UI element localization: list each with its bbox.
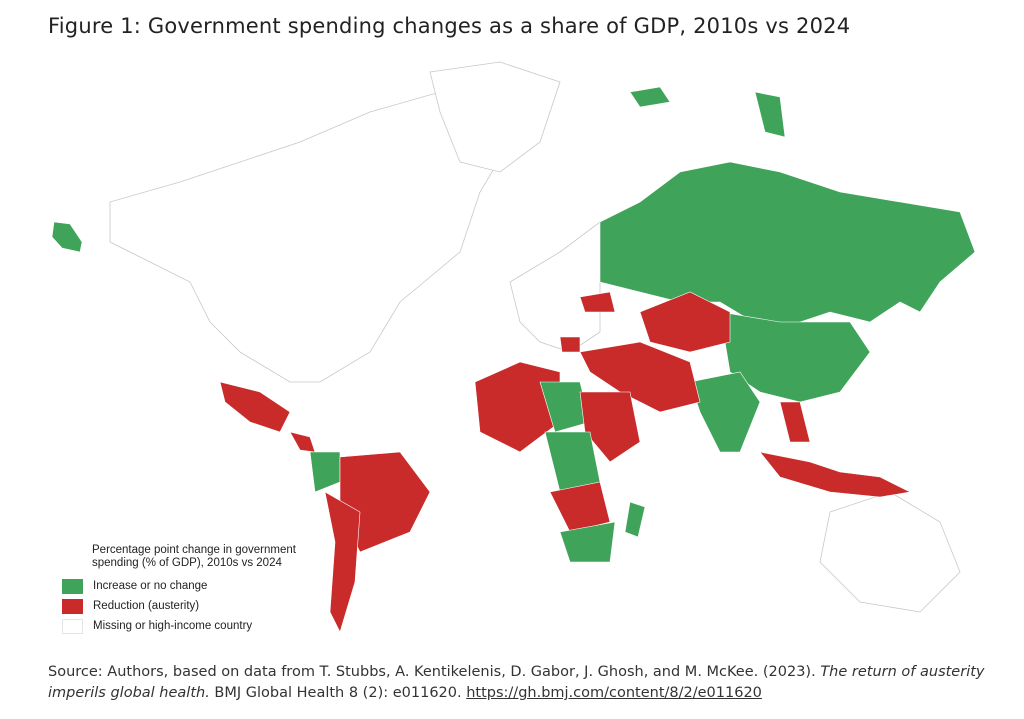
region-andes-north (309, 451, 341, 493)
world-map (40, 52, 990, 652)
map-legend: Percentage point change in government sp… (62, 544, 332, 636)
region-india (689, 371, 761, 453)
region-balkans (559, 336, 581, 353)
legend-item-increase: Increase or no change (62, 576, 332, 596)
region-central-africa (544, 431, 601, 493)
region-middle-east (579, 341, 701, 413)
figure-title: Figure 1: Government spending changes as… (48, 14, 851, 38)
source-link[interactable]: https://gh.bmj.com/content/8/2/e011620 (466, 685, 762, 701)
legend-swatch-increase (62, 578, 83, 594)
region-svalbard (629, 86, 671, 108)
legend-item-missing: Missing or high-income country (62, 616, 332, 636)
region-southern-africa-north (549, 481, 611, 533)
region-ukraine (579, 291, 616, 313)
region-novaya-zemlya (754, 91, 786, 138)
region-indochina (779, 401, 811, 443)
source-article-title: The return of austerity imperils global … (48, 664, 985, 701)
region-indonesia (759, 451, 911, 498)
region-australia (819, 491, 961, 613)
world-map-svg (51, 61, 976, 633)
region-south-africa (559, 521, 616, 563)
legend-swatch-missing (62, 618, 83, 634)
region-mexico (219, 381, 291, 433)
region-kazakhstan (639, 291, 731, 353)
source-citation: Source: Authors, based on data from T. S… (48, 662, 988, 704)
legend-label-reduction: Reduction (austerity) (93, 600, 200, 612)
region-greenland (429, 61, 561, 173)
region-alaska (51, 221, 83, 253)
region-southern-cone (324, 491, 361, 633)
region-central-america (289, 431, 316, 453)
legend-item-reduction: Reduction (austerity) (62, 596, 332, 616)
legend-label-missing: Missing or high-income country (93, 620, 253, 632)
region-north-america (109, 91, 511, 383)
region-madagascar (624, 501, 646, 538)
legend-swatch-reduction (62, 598, 83, 614)
legend-label-increase: Increase or no change (93, 580, 208, 592)
region-east-africa (579, 391, 641, 463)
legend-title: Percentage point change in government sp… (92, 544, 296, 569)
source-prefix: Source: Authors, based on data from T. S… (48, 664, 821, 680)
source-journal: BMJ Global Health 8 (2): e011620. (209, 685, 467, 701)
